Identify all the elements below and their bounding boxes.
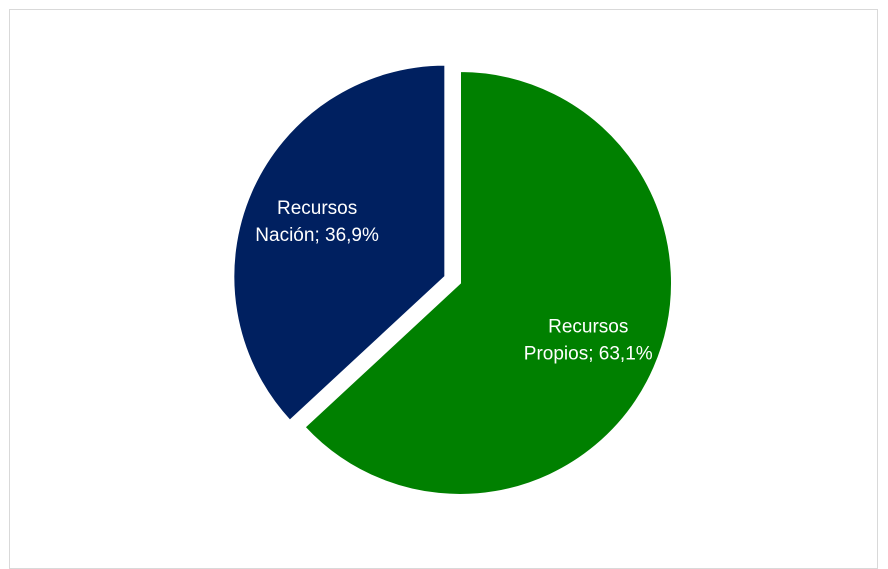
- data-label-recursos-naci-n: Recursos Nación; 36,9%: [255, 198, 379, 246]
- pie-slice-recursos-naci-n: [232, 63, 447, 423]
- pie-chart: Recursos Propios; 63,1% Recursos Nación; 36…: [232, 63, 673, 496]
- data-label-recursos-propios: Recursos Propios; 63,1%: [524, 316, 653, 364]
- pie-slice-recursos-propios: [303, 69, 673, 496]
